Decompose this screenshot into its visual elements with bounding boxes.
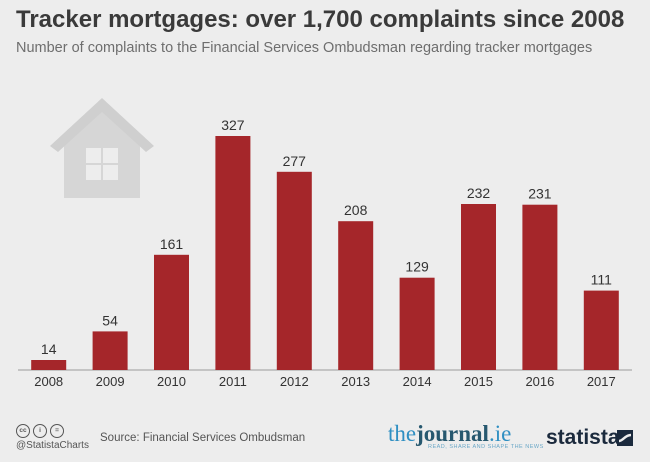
cc-license-icon: cc (16, 424, 30, 438)
data-label-2012: 277 (283, 153, 307, 169)
bar-2015 (461, 204, 496, 370)
data-label-2015: 232 (467, 185, 491, 201)
thejournal-logo: thejournal.ie READ, SHARE AND SHAPE THE … (388, 421, 544, 450)
data-label-2011: 327 (221, 117, 245, 133)
statista-logo-icon (617, 430, 633, 446)
bar-2009 (92, 331, 128, 370)
bar-2013 (338, 221, 374, 370)
data-label-2014: 129 (405, 259, 429, 275)
bar-2008 (31, 360, 67, 370)
x-tick-2012: 2012 (280, 374, 309, 389)
data-label-2010: 161 (160, 236, 184, 252)
source-text: Source: Financial Services Ombudsman (100, 432, 306, 444)
logo-tagline: READ, SHARE AND SHAPE THE NEWS (428, 444, 544, 450)
x-tick-2016: 2016 (525, 374, 554, 389)
bar-2014 (399, 277, 435, 370)
x-tick-2010: 2010 (157, 374, 186, 389)
data-label-2016: 231 (528, 186, 552, 202)
data-label-2009: 54 (102, 312, 118, 328)
logo-prefix: the (388, 421, 417, 446)
bar-2011 (215, 136, 251, 370)
x-tick-2014: 2014 (403, 374, 432, 389)
x-tick-2008: 2008 (34, 374, 63, 389)
bar-2012 (276, 171, 312, 370)
chart-title: Tracker mortgages: over 1,700 complaints… (16, 6, 625, 33)
logo-suffix: .ie (488, 421, 512, 446)
data-label-2008: 14 (41, 341, 57, 357)
x-tick-2009: 2009 (96, 374, 125, 389)
bar-2016 (522, 204, 558, 370)
data-label-2017: 111 (591, 272, 612, 288)
chart-subtitle: Number of complaints to the Financial Se… (16, 40, 593, 56)
data-label-2013: 208 (344, 202, 368, 218)
x-tick-2011: 2011 (219, 374, 247, 389)
bar-2017 (583, 290, 619, 370)
x-tick-2013: 2013 (341, 374, 370, 389)
house-icon (50, 98, 154, 198)
no-derivatives-icon: = (50, 424, 64, 438)
bar-chart: 14 2008 54 2009 161 2010 327 2011 277 2012 208 2013… (18, 98, 632, 389)
statista-logo: statista (546, 426, 620, 449)
logo-bold: journal (416, 421, 489, 446)
x-tick-2015: 2015 (464, 374, 493, 389)
x-tick-2017: 2017 (587, 374, 616, 389)
twitter-handle: @StatistaCharts (16, 440, 89, 451)
attribution-icon: i (33, 424, 47, 438)
license-icons: cc i = (16, 424, 64, 438)
bar-2010 (154, 254, 189, 370)
